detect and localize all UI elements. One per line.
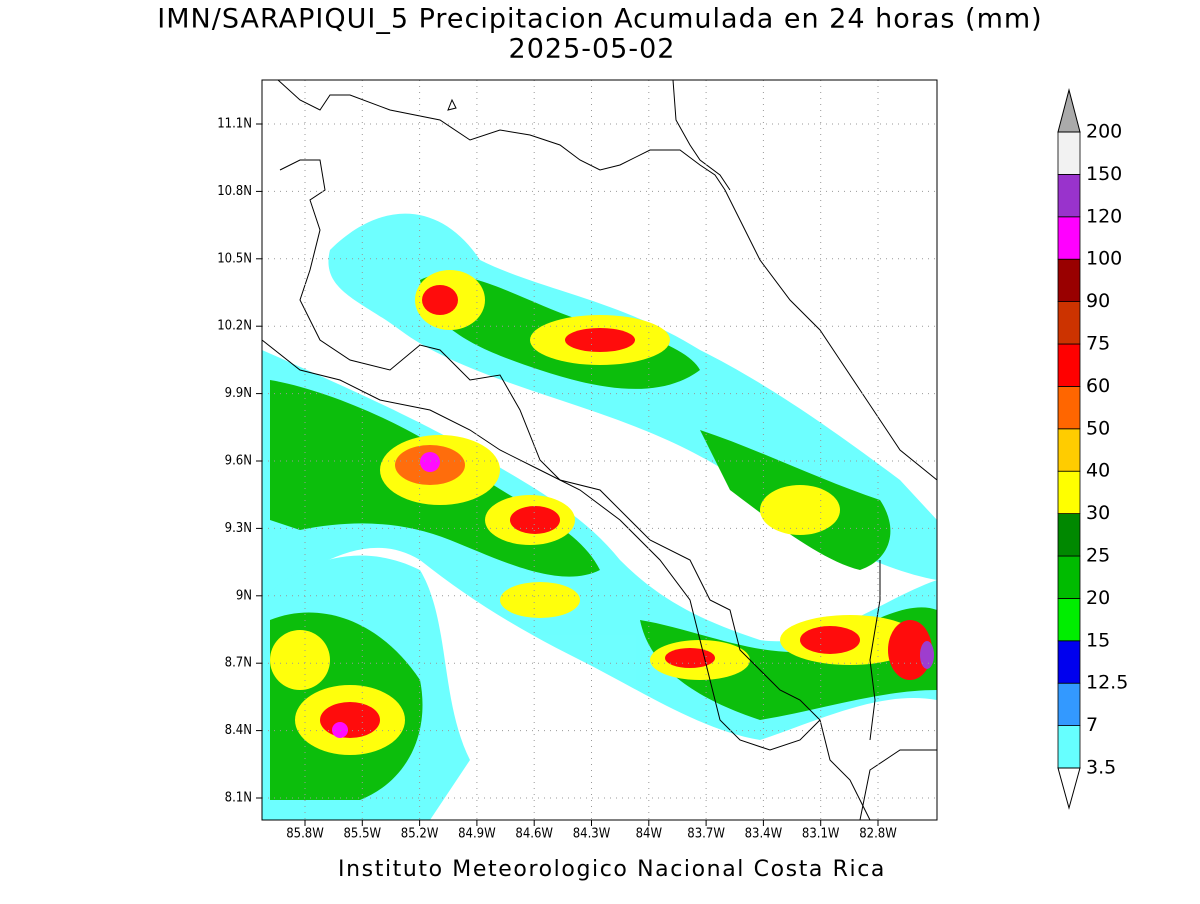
y-tick-label: 9.6N bbox=[225, 454, 252, 469]
x-tick-label: 83.4W bbox=[745, 827, 783, 842]
x-tick-label: 84.3W bbox=[573, 827, 611, 842]
y-tick-label: 10.8N bbox=[217, 184, 252, 199]
y-tick-label: 11.1N bbox=[217, 117, 252, 132]
colorbar-segment bbox=[1057, 428, 1081, 472]
title: IMN/SARAPIQUI_5 Precipitacion Acumulada … bbox=[157, 4, 1042, 35]
colorbar-label: 20 bbox=[1086, 587, 1110, 609]
colorbar-segment bbox=[1057, 725, 1081, 769]
x-tick-label: 83.1W bbox=[802, 827, 840, 842]
colorbar-segment bbox=[1057, 598, 1081, 642]
colorbar-segment bbox=[1057, 173, 1081, 218]
colorbar-below bbox=[1057, 767, 1081, 810]
x-tick-label: 85.2W bbox=[401, 827, 439, 842]
x-tick-label: 85.8W bbox=[286, 827, 324, 842]
colorbar-label: 120 bbox=[1086, 205, 1122, 227]
colorbar-label: 7 bbox=[1086, 714, 1098, 736]
colorbar-segment bbox=[1057, 258, 1081, 303]
colorbar-label: 25 bbox=[1086, 545, 1110, 567]
y-tick-label: 8.4N bbox=[225, 723, 252, 738]
y-tick-label: 10.2N bbox=[217, 319, 252, 334]
x-tick-label: 84W bbox=[636, 827, 663, 842]
colorbar-label: 15 bbox=[1086, 629, 1110, 651]
x-tick-label: 83.7W bbox=[687, 827, 725, 842]
colorbar-segment bbox=[1057, 682, 1081, 727]
colorbar-above bbox=[1057, 88, 1081, 133]
colorbar-segment bbox=[1057, 385, 1081, 430]
y-tick-label: 8.1N bbox=[225, 791, 252, 806]
coastlines bbox=[262, 80, 937, 820]
y-tick-label: 9.9N bbox=[225, 386, 252, 401]
y-tick-label: 9.3N bbox=[225, 521, 252, 536]
colorbar-label: 60 bbox=[1086, 375, 1110, 397]
colorbar-segment bbox=[1057, 555, 1081, 599]
subtitle: 2025-05-02 bbox=[509, 34, 676, 65]
colorbar-segment bbox=[1057, 343, 1081, 387]
footer: Instituto Meteorologico Nacional Costa R… bbox=[338, 857, 886, 882]
y-tick-label: 8.7N bbox=[225, 656, 252, 671]
colorbar-segment bbox=[1057, 513, 1081, 557]
colorbar-segment bbox=[1057, 301, 1081, 345]
colorbar-label: 150 bbox=[1086, 163, 1122, 185]
colorbar-label: 90 bbox=[1086, 290, 1110, 312]
colorbar-label: 30 bbox=[1086, 502, 1110, 524]
colorbar-label: 50 bbox=[1086, 417, 1110, 439]
colorbar-label: 100 bbox=[1086, 248, 1122, 270]
y-tick-label: 9N bbox=[236, 588, 252, 603]
colorbar-label: 200 bbox=[1086, 121, 1122, 143]
map-frame bbox=[261, 79, 938, 821]
colorbar-segment bbox=[1057, 470, 1081, 515]
x-tick-label: 84.6W bbox=[515, 827, 553, 842]
colorbar-label: 75 bbox=[1086, 333, 1110, 355]
x-tick-label: 84.9W bbox=[458, 827, 496, 842]
precip-field bbox=[262, 80, 937, 820]
colorbar-label: 3.5 bbox=[1086, 757, 1116, 779]
x-tick-label: 82.8W bbox=[859, 827, 897, 842]
colorbar: 3.5 7 12.5 15 20 25 30 40 50 60 75 90 100 120 150 200 bbox=[1057, 88, 1128, 810]
y-tick-label: 10.5N bbox=[217, 251, 252, 266]
colorbar-segment bbox=[1057, 640, 1081, 684]
graticule: 85.8W 85.5W 85.2W 84.9W 84.6W 84.3W 84W 83.7W 83… bbox=[217, 80, 937, 842]
colorbar-label: 40 bbox=[1086, 460, 1110, 482]
colorbar-segment bbox=[1057, 131, 1081, 175]
colorbar-label: 12.5 bbox=[1086, 672, 1128, 694]
x-tick-label: 85.5W bbox=[343, 827, 381, 842]
colorbar-segment bbox=[1057, 216, 1081, 260]
